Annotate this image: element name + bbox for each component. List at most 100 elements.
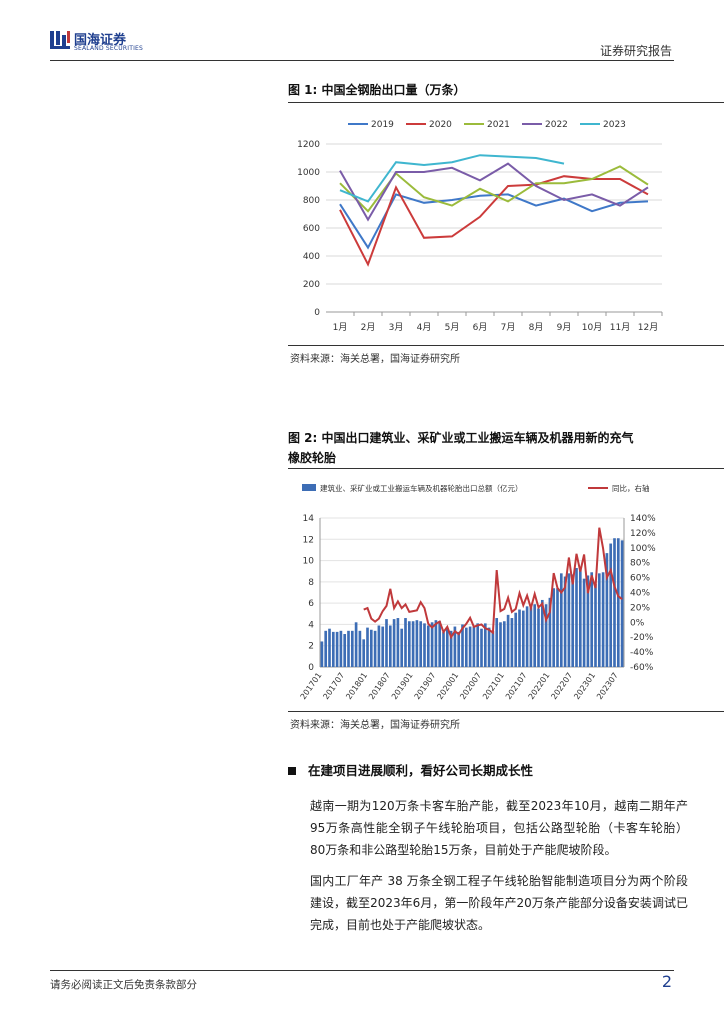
bar [419,621,423,667]
y-tick-label: 400 [303,252,320,262]
left-tick-label: 10 [303,557,315,567]
bar [468,626,472,667]
paragraph-domestic: 国内工厂年产 38 万条全钢工程子午线轮胎智能制造项目分为两个阶段建设，截至20… [310,874,688,932]
bar [343,634,347,667]
bar [548,597,552,667]
bar [381,626,385,667]
bar [514,612,518,667]
bar [476,623,480,667]
bar [491,630,495,667]
bar [506,614,510,667]
left-tick-label: 8 [308,578,314,588]
bar [578,568,582,667]
bar [559,573,563,667]
bar [400,628,404,667]
x-tick-label: 4月 [417,322,432,333]
y-tick-label: 1000 [297,168,320,178]
bar [537,608,540,667]
bar [590,572,594,667]
figure1-bottom-rule [288,345,724,346]
bar [362,639,366,667]
bar [354,622,358,667]
bar [461,624,464,667]
y-tick-label: 200 [303,280,320,290]
bar [377,625,381,667]
bar [438,621,442,667]
x-tick-label: 7月 [501,322,516,333]
figure1-chart: 0 200 400 600 800 1000 1200 1月 2月 3月 4月 5月 6月 7月 8月 9月 1… [297,120,663,333]
x-tick-label: 202201 [527,671,552,701]
bar [544,604,548,667]
left-tick-label: 6 [308,599,314,609]
bar [324,630,328,667]
y-tick-label: 800 [303,196,320,206]
right-tick-label: 120% [630,529,656,539]
x-tick-label: 9月 [557,322,572,333]
x-tick-label: 201801 [344,671,369,701]
bar [609,543,613,667]
bar [480,628,483,667]
bar [445,628,449,667]
right-tick-label: 0% [630,618,645,628]
yoy-line [363,527,623,640]
bar [457,631,461,667]
bar [385,619,388,667]
legend-label: 2019 [371,120,394,130]
section-heading: 在建项目进展顺利，看好公司长期成长性 [288,760,533,779]
y-tick-label: 1200 [297,140,320,150]
x-tick-label: 202007 [458,671,483,701]
bar [495,618,499,667]
bar [605,553,609,667]
bar [407,621,411,667]
figure2-bottom-rule [288,711,724,712]
right-tick-label: 20% [630,603,650,613]
x-tick-label: 10月 [582,322,602,333]
footer-divider [50,970,674,971]
x-tick-label: 201707 [321,671,346,701]
page-number: 2 [661,972,672,991]
bar [525,606,529,667]
logo-en-name: SEALAND SECURITIES [74,45,144,52]
x-tick-label: 201901 [390,671,415,701]
bar [563,576,567,667]
paragraph-vietnam: 越南一期为120万条卡客车胎产能，截至2023年10月，越南二期年产95万条高性… [310,799,688,857]
left-tick-label: 0 [308,663,314,673]
x-tick-label: 201907 [413,671,438,701]
bar [411,621,415,667]
x-tick-label: 201807 [367,671,392,701]
bar [540,599,544,667]
legend-bar-swatch [302,484,316,491]
x-tick-label: 1月 [333,322,348,333]
right-tick-label: 100% [630,544,656,554]
bar [430,622,434,667]
report-type-label: 证券研究报告 [599,44,672,58]
bar [449,630,453,667]
bar [510,618,514,667]
y-tick-label: 600 [303,224,320,234]
company-logo: 国海证券 SEALAND SECURITIES [50,30,144,52]
footer-disclaimer: 请务必阅读正文后免责条款部分 [50,979,197,991]
bar [358,630,362,667]
right-tick-label: -60% [630,663,654,673]
x-tick-label: 202207 [549,671,574,701]
x-tick-label: 8月 [529,322,544,333]
bar [388,625,392,667]
bar [453,626,457,667]
legend-label: 2021 [487,120,510,130]
bar [582,578,586,667]
figure2-top-rule [288,468,724,469]
bar [499,622,502,667]
series-line-2022 [339,162,649,222]
series-line-2020 [339,175,649,267]
bar [423,623,426,667]
x-tick-label: 202307 [595,671,620,701]
bar [392,619,396,667]
left-tick-label: 12 [303,535,314,545]
bar [597,573,601,667]
bar [442,631,445,667]
left-tick-label: 4 [308,620,314,630]
bar [320,641,324,667]
header-divider [50,60,674,61]
series-line-2023 [339,154,565,203]
x-tick-label: 11月 [610,322,630,333]
